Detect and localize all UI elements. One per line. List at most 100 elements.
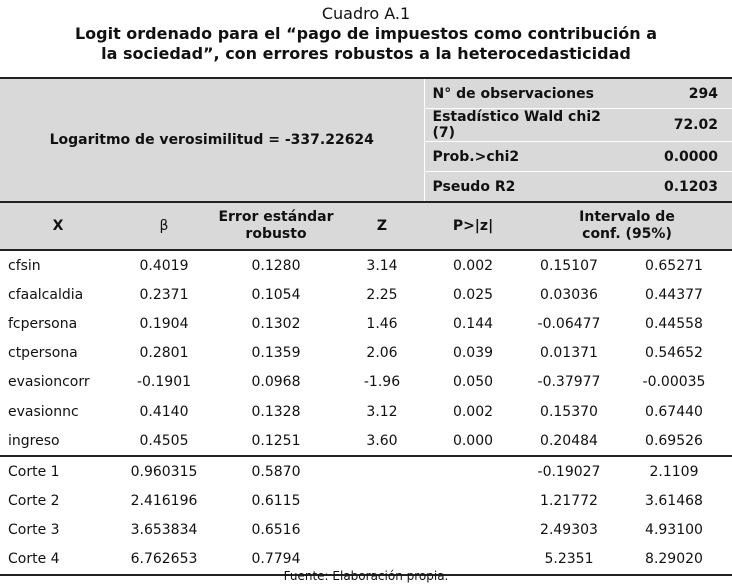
variable-name: ctpersona (8, 345, 78, 362)
p-value: 0.025 (452, 286, 494, 303)
ci-upper: 0.44377 (645, 286, 703, 303)
table-row: cfaalcaldia 0.2371 0.1054 2.25 0.025 0.0… (0, 280, 732, 309)
ci-upper: 0.69526 (645, 432, 703, 449)
ci-lower: 0.15370 (540, 403, 598, 420)
z-value: 3.14 (366, 257, 398, 274)
p-value: 0.039 (452, 345, 494, 362)
header-std-error-line-1: Error estándar (218, 209, 334, 225)
table-row: evasioncorr -0.1901 0.0968 -1.96 0.050 -… (0, 368, 732, 397)
header-conf-interval-line-2: conf. (95%) (582, 226, 672, 242)
ci-upper: 8.29020 (616, 544, 732, 577)
beta-value: 0.960315 (116, 455, 212, 487)
cut-name: Corte 2 (8, 493, 60, 510)
table-title-line-2: la sociedad”, con errores robustos a la … (101, 44, 631, 63)
z-value: 3.12 (366, 403, 398, 420)
ci-lower: 1.21772 (540, 493, 598, 510)
table-row: ingreso 0.4505 0.1251 3.60 0.000 0.20484… (0, 426, 732, 456)
ci-upper: 0.65271 (645, 257, 703, 274)
z-value: 2.06 (366, 345, 398, 362)
beta-value: 0.4505 (139, 432, 189, 449)
cut-row: Corte 3 3.653834 0.6516 2.49303 4.93100 (0, 516, 732, 545)
beta-value: 0.1904 (139, 315, 189, 332)
ci-lower: 0.03036 (540, 286, 598, 303)
cut-row: Corte 4 6.762653 0.7794 5.2351 8.29020 (0, 544, 732, 577)
cut-name: Corte 4 (0, 544, 116, 577)
p-value: 0.144 (452, 315, 494, 332)
ci-upper: 0.44558 (645, 315, 703, 332)
beta-value: 0.4019 (139, 257, 189, 274)
ci-lower: 2.49303 (540, 522, 598, 539)
variable-name: ingreso (8, 432, 60, 449)
p-value: 0.050 (452, 374, 494, 391)
beta-value: -0.1901 (136, 374, 192, 391)
cut-row: Corte 2 2.416196 0.6115 1.21772 3.61468 (0, 487, 732, 516)
summary-value: 0.1203 (663, 178, 718, 195)
ci-upper: 3.61468 (645, 493, 703, 510)
table-row: ctpersona 0.2801 0.1359 2.06 0.039 0.013… (0, 339, 732, 368)
z-value-empty (340, 455, 424, 487)
std-error-value: 0.0968 (251, 374, 301, 391)
table-title-block: Cuadro A.1 Logit ordenado para el “pago … (0, 4, 732, 64)
ci-upper: 4.93100 (645, 522, 703, 539)
variable-name: fcpersona (8, 315, 78, 332)
header-std-error-line-2: robusto (245, 226, 307, 242)
header-p-value: P>|z| (424, 201, 522, 251)
summary-value: 72.02 (616, 108, 732, 142)
summary-value: 0.0000 (616, 141, 732, 172)
table-row: evasionnc 0.4140 0.1328 3.12 0.002 0.153… (0, 397, 732, 426)
beta-value: 0.4140 (139, 403, 189, 420)
table-title-line-1: Logit ordenado para el “pago de impuesto… (74, 24, 658, 43)
summary-label: Estadístico Wald chi2 (7) (423, 108, 616, 142)
log-likelihood: Logaritmo de verosimilitud = -337.22624 (0, 77, 424, 202)
summary-row: Logaritmo de verosimilitud = -337.22624 … (0, 77, 732, 202)
z-value-empty (340, 516, 424, 545)
summary-label: N° de observaciones (423, 77, 616, 109)
variable-name: evasionnc (8, 403, 79, 420)
ci-lower: 0.20484 (540, 432, 598, 449)
p-value: 0.002 (452, 257, 494, 274)
beta-value: 3.653834 (130, 522, 198, 539)
header-conf-interval-line-1: Intervalo de (579, 209, 675, 225)
beta-value: 0.2801 (139, 345, 189, 362)
regression-table: Logaritmo de verosimilitud = -337.22624 … (0, 77, 732, 577)
z-value: 1.46 (366, 315, 398, 332)
std-error-value: 0.1251 (251, 432, 301, 449)
ci-lower: -0.37977 (537, 374, 601, 391)
p-value-empty (424, 487, 522, 516)
ci-lower: -0.19027 (522, 455, 616, 487)
beta-value: 0.2371 (139, 286, 189, 303)
p-value: 0.002 (452, 403, 494, 420)
std-error-value: 0.1302 (251, 315, 301, 332)
std-error-value: 0.1328 (251, 403, 301, 420)
ci-upper: 2.1109 (616, 455, 732, 487)
column-header-row: X β Error estándar robusto Z P>|z| Inter… (0, 201, 732, 251)
z-value-empty (340, 487, 424, 516)
std-error-value: 0.1280 (251, 257, 301, 274)
beta-value: 2.416196 (130, 493, 198, 510)
p-value: 0.000 (452, 432, 494, 449)
p-value-empty (424, 455, 522, 487)
std-error-value: 0.1359 (251, 345, 301, 362)
variable-name: cfsin (8, 257, 41, 274)
header-z: Z (340, 201, 424, 251)
variable-name: evasioncorr (8, 374, 90, 391)
cut-row: Corte 1 0.960315 0.5870 -0.19027 2.1109 (0, 455, 732, 487)
table-row: fcpersona 0.1904 0.1302 1.46 0.144 -0.06… (0, 309, 732, 338)
ci-lower: -0.06477 (537, 315, 601, 332)
std-error-value: 0.7794 (212, 544, 340, 577)
ci-lower: 0.15107 (540, 257, 598, 274)
cut-name: Corte 3 (8, 522, 60, 539)
header-std-error: Error estándar robusto (212, 201, 340, 251)
ci-upper: 0.54652 (645, 345, 703, 362)
header-x: X (0, 201, 116, 251)
std-error-value: 0.6516 (251, 522, 301, 539)
source-note: Fuente: Elaboración propia. (283, 569, 449, 583)
ci-upper: 0.67440 (645, 403, 703, 420)
z-value: 2.25 (366, 286, 398, 303)
ci-lower: 5.2351 (522, 544, 616, 577)
std-error-value: 0.5870 (212, 455, 340, 487)
summary-label: Prob.>chi2 (423, 141, 616, 172)
ci-lower: 0.01371 (540, 345, 598, 362)
ci-upper: -0.00035 (642, 374, 706, 391)
z-value-empty (340, 544, 424, 577)
